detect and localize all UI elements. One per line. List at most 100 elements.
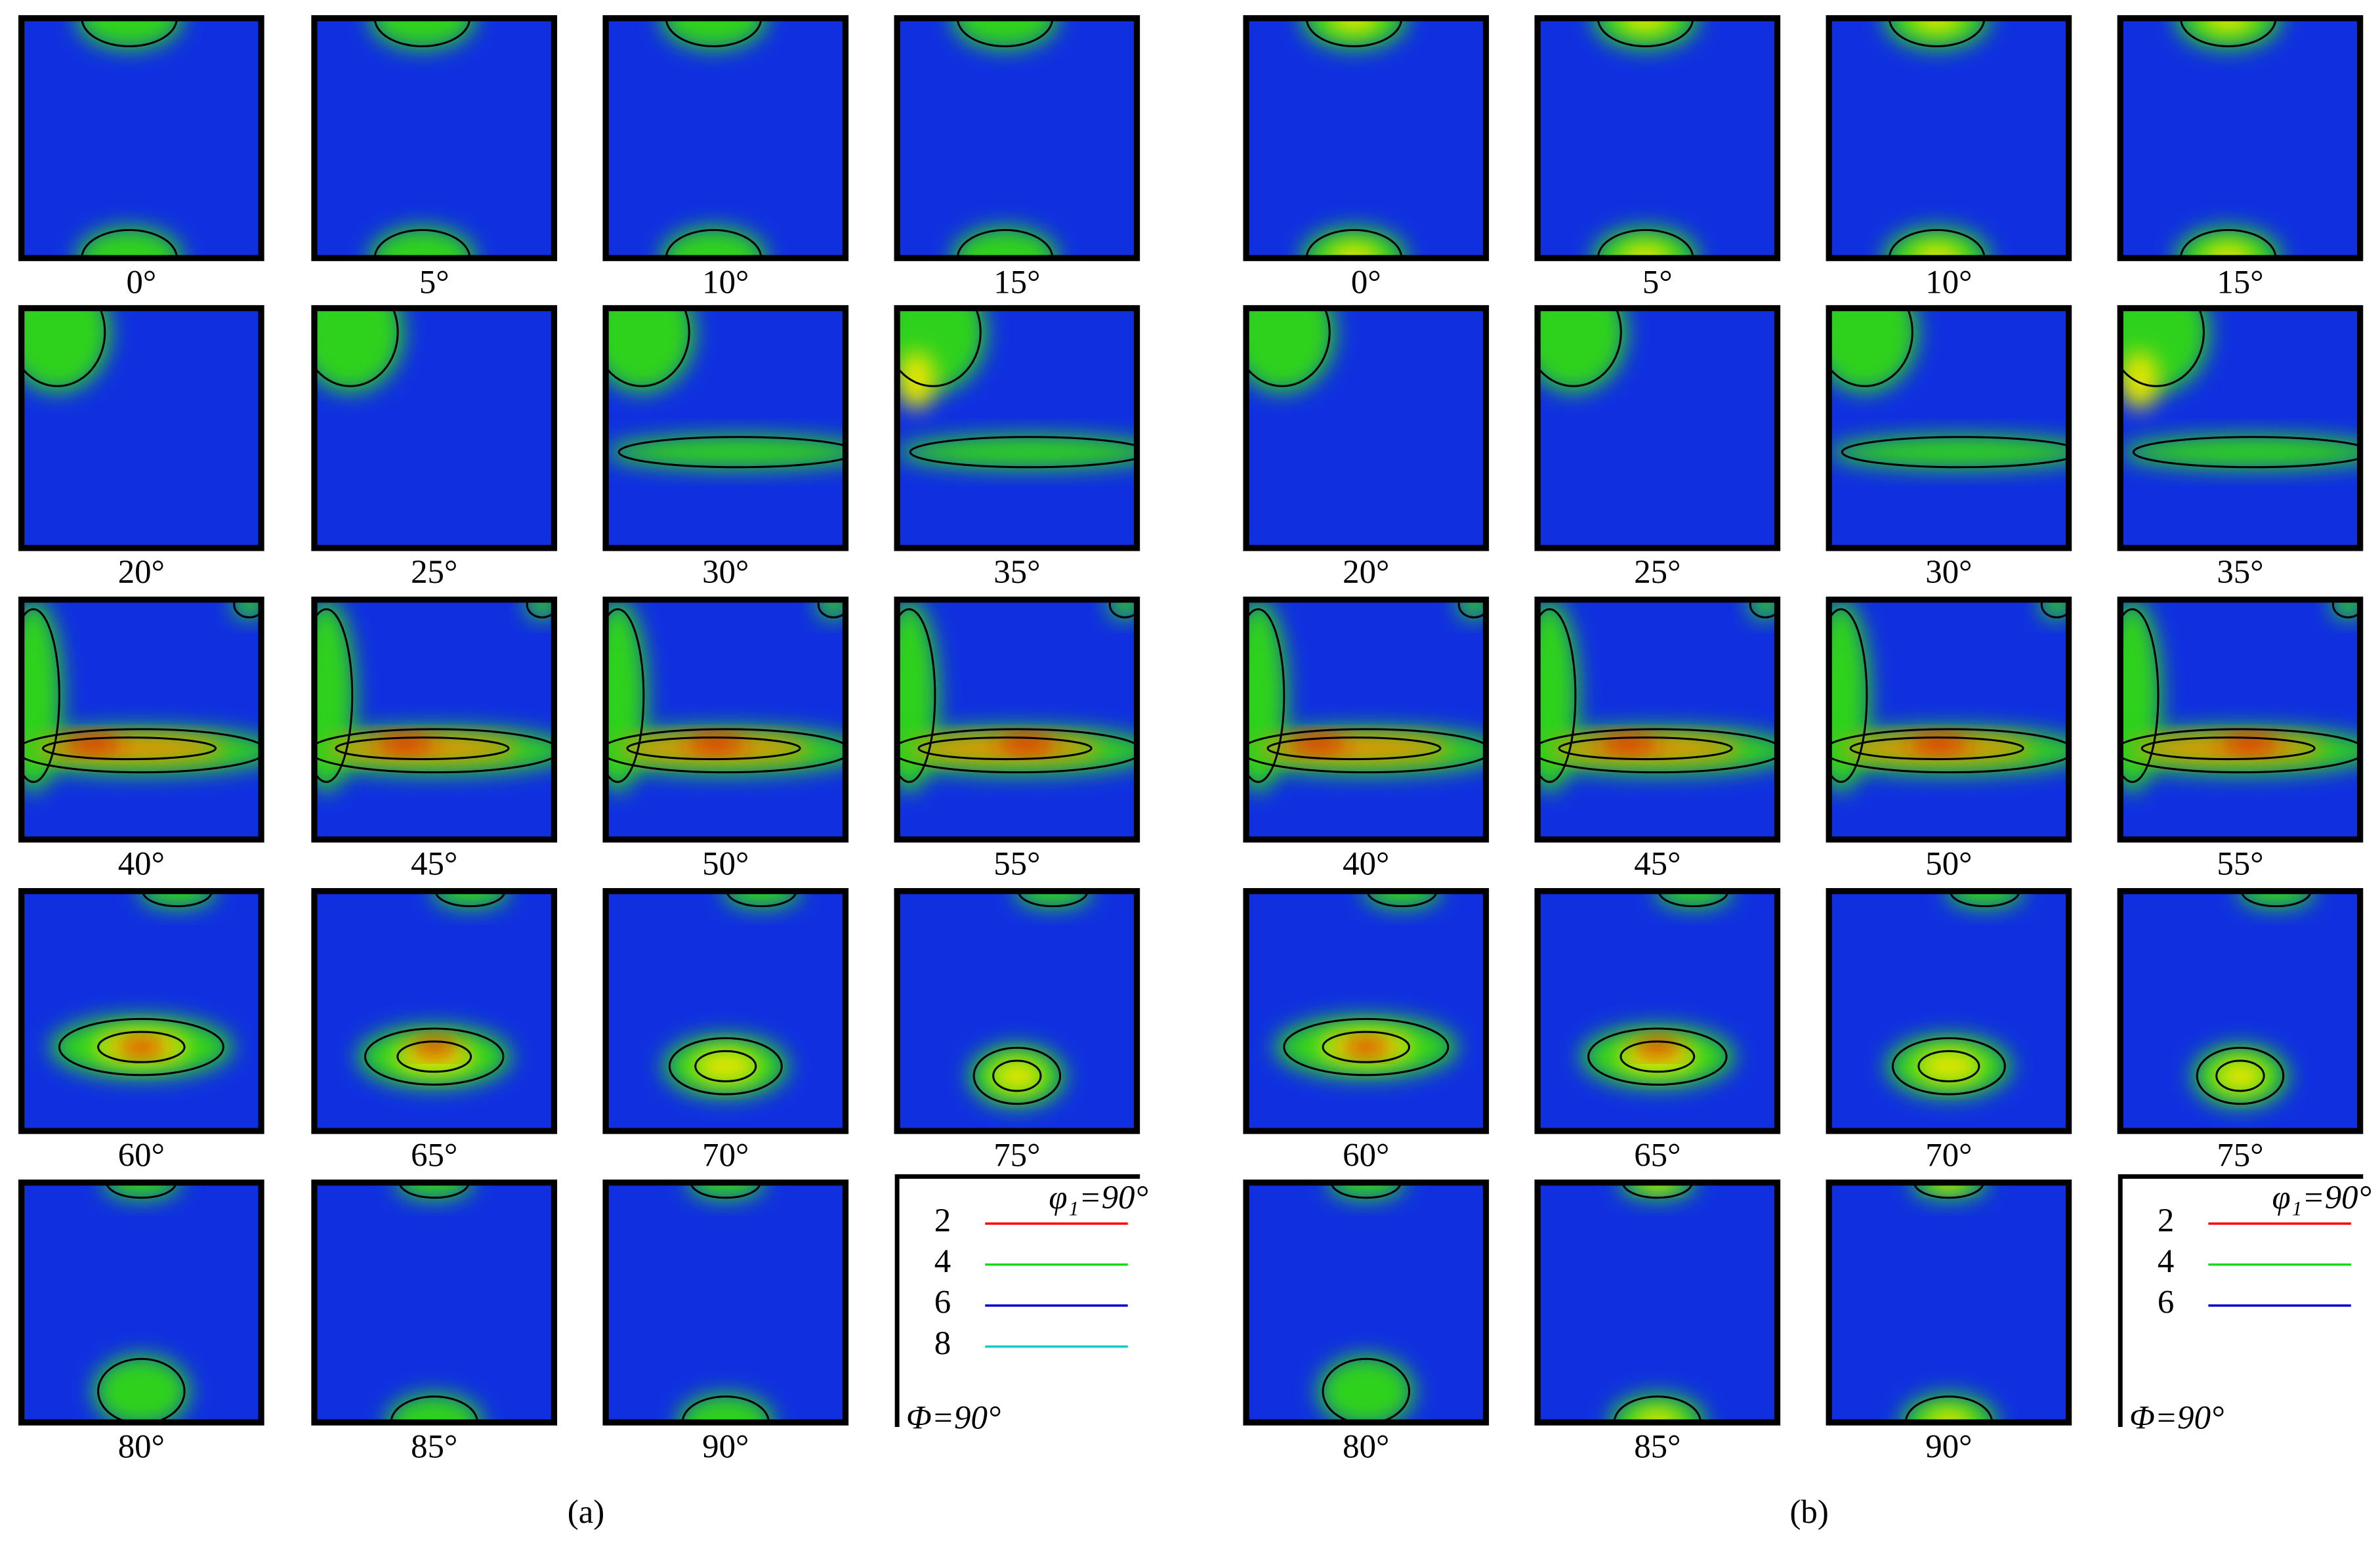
intensity [1537, 308, 1627, 393]
contour [2215, 1059, 2265, 1092]
intensity [377, 735, 434, 752]
contour [81, 18, 178, 47]
phi1-label: φ₁=90° [1049, 1180, 1148, 1216]
frame [1826, 1180, 2072, 1426]
odf-section [1246, 18, 1486, 259]
odf-section [606, 1182, 846, 1423]
contour [1246, 308, 1331, 387]
odf-section [1829, 18, 2069, 259]
section-label: 0° [1351, 264, 1381, 301]
odf-section [1829, 891, 2069, 1132]
frame [1534, 15, 1781, 261]
contour [2140, 736, 2316, 761]
background [314, 18, 554, 259]
contour [81, 228, 178, 259]
section-label: 80° [118, 1428, 165, 1465]
background [1829, 1182, 2069, 1423]
contour [668, 1037, 783, 1096]
intensity [606, 308, 695, 393]
contour [21, 608, 60, 783]
contour [314, 308, 399, 387]
section-label: 5° [1642, 264, 1673, 301]
contour [665, 228, 762, 259]
contour [1829, 728, 2069, 774]
background [1537, 1182, 1778, 1423]
contour [956, 18, 1054, 47]
contour [58, 1017, 224, 1076]
section-label: 55° [993, 845, 1040, 882]
contour [1305, 18, 1403, 47]
frame [1243, 887, 1490, 1134]
section-label: 10° [1925, 264, 1972, 301]
legend-frame [2118, 1174, 2364, 1428]
contour [1537, 728, 1778, 774]
frame [894, 305, 1140, 551]
legend-frame [894, 1174, 1140, 1428]
contour [396, 1040, 472, 1073]
odf-section [314, 891, 554, 1132]
intensity [606, 435, 846, 469]
frame [311, 596, 558, 843]
contour [1917, 1050, 1980, 1082]
frame [1534, 305, 1781, 551]
frame [311, 1180, 558, 1426]
contour [314, 608, 354, 783]
intensity [2120, 351, 2159, 409]
frame [1826, 596, 2072, 843]
section-label: 55° [2217, 845, 2263, 882]
odf-section [897, 891, 1137, 1132]
frame [602, 887, 849, 1134]
contour [233, 599, 262, 619]
section-label: 50° [702, 845, 749, 882]
contour [972, 1046, 1062, 1105]
frame [1826, 15, 2072, 261]
contour [897, 308, 982, 387]
section-label: 5° [419, 264, 449, 301]
odf-section [897, 599, 1137, 840]
frame [1826, 887, 2072, 1134]
contour [917, 736, 1093, 761]
contour [364, 1027, 505, 1086]
section-label: 90° [1925, 1428, 1972, 1465]
contour [1322, 1357, 1411, 1423]
contour [1537, 608, 1577, 783]
contour [2132, 436, 2360, 469]
intensity [2213, 1059, 2267, 1093]
frame [894, 596, 1140, 843]
contour [1749, 599, 1778, 619]
frame [18, 15, 264, 261]
contour [2120, 308, 2205, 387]
section-label: 40° [1343, 845, 1389, 882]
section-label: 70° [1925, 1137, 1972, 1174]
contour [2179, 228, 2277, 259]
contour [21, 728, 262, 774]
intensity [1246, 308, 1335, 393]
background [21, 599, 262, 840]
frame [1826, 305, 2072, 551]
intensity [93, 1355, 190, 1423]
background [1829, 599, 2069, 840]
intensity [33, 736, 226, 761]
odf-section [1537, 1182, 1778, 1423]
contour [1597, 228, 1694, 259]
odf-section [21, 1182, 262, 1423]
contour [1246, 608, 1285, 783]
frame [2117, 596, 2364, 843]
section-label: 70° [702, 1137, 749, 1174]
background [1246, 599, 1486, 840]
odf-section [1537, 599, 1778, 840]
intensity [990, 1059, 1044, 1093]
contour [1322, 1031, 1411, 1063]
contour [1283, 1017, 1450, 1076]
contour [694, 1050, 757, 1082]
odf-section [2120, 599, 2360, 840]
contour [42, 736, 217, 761]
frame [602, 15, 849, 261]
odf-section [314, 308, 554, 548]
contour [1246, 728, 1486, 774]
odf-section [1829, 599, 2069, 840]
contour [1619, 1040, 1696, 1073]
panel: 0° 5° 10° 15° 20° 25° 30° 35° 40° 45° 50° 55° 60° 65°… [18, 15, 1148, 1531]
section-label: 0° [126, 264, 156, 301]
